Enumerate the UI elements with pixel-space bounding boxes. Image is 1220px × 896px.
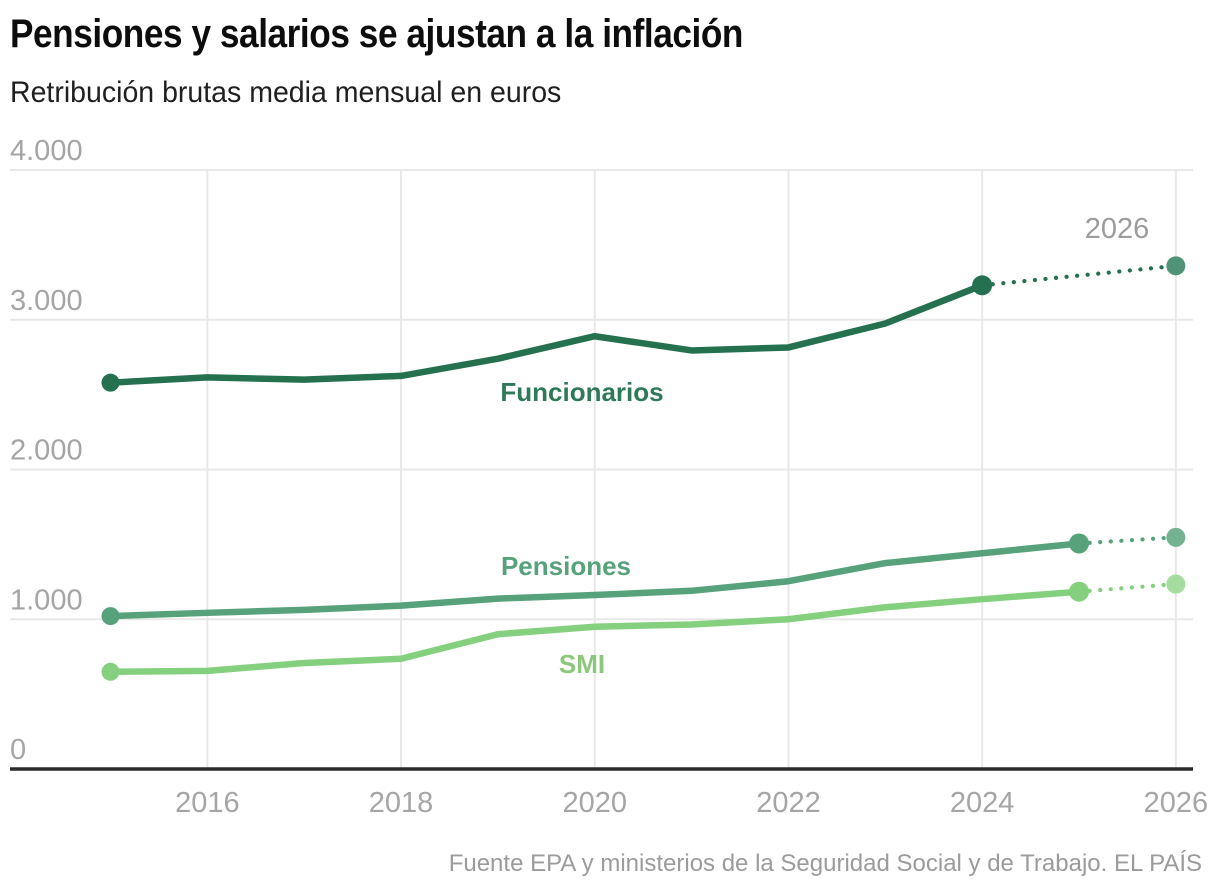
series-label-funcionarios: Funcionarios [500,377,663,407]
y-tick-label: 4.000 [10,135,83,167]
x-tick-label: 2018 [369,787,434,819]
y-tick-label: 2.000 [10,435,83,467]
x-tick-label: 2026 [1144,787,1209,819]
projection-line-funcionarios [980,263,1178,288]
series-line-smi [107,588,1083,676]
data-point-projected-pensiones [1166,527,1186,547]
y-tick-label: 0 [10,734,26,766]
chart-title: Pensiones y salarios se ajustan a la inf… [10,12,743,56]
chart-subtitle: Retribución brutas media mensual en euro… [10,76,562,109]
data-point-last-actual-smi [1069,581,1089,602]
source-credit: Fuente EPA y ministerios de la Seguridad… [448,850,1202,877]
projection-line-smi [1076,581,1178,594]
x-tick-label: 2016 [175,787,240,819]
projection-year-label: 2026 [1085,213,1150,245]
y-tick-label: 3.000 [10,285,83,317]
data-point-projected-smi [1166,574,1186,594]
data-point-start-smi [101,662,120,681]
series-label-pensiones: Pensiones [501,551,631,581]
data-point-projected-funcionarios [1166,256,1186,276]
data-point-last-actual-pensiones [1069,533,1089,554]
x-tick-label: 2022 [756,787,821,819]
y-tick-label: 1.000 [10,584,83,616]
series-label-smi: SMI [559,649,605,679]
data-point-last-actual-funcionarios [972,275,993,296]
series-line-pensiones [107,540,1083,620]
data-point-start-pensiones [101,607,120,626]
data-point-start-funcionarios [101,373,120,392]
x-tick-label: 2020 [562,787,627,819]
series-line-funcionarios [107,282,986,386]
projection-line-pensiones [1076,535,1178,546]
x-tick-label: 2024 [950,787,1015,819]
